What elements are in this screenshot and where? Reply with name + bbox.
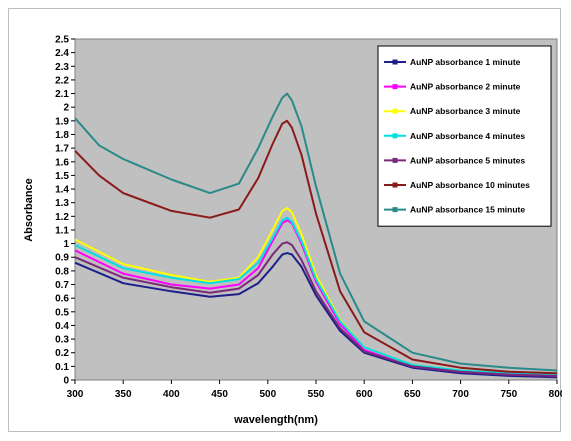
- series-line-4: [74, 216, 558, 376]
- series-line-5: [74, 241, 558, 377]
- x-tick-label: 350: [115, 389, 132, 400]
- legend-marker-5: [392, 157, 398, 163]
- legend-label-2: AuNP absorbance 2 minute: [410, 82, 521, 92]
- y-tick-label: 1.9: [55, 116, 69, 127]
- x-tick-label: 500: [259, 389, 276, 400]
- y-tick-label: 0.3: [55, 335, 69, 346]
- legend-marker-2: [392, 84, 398, 90]
- y-tick-label: 1.8: [55, 130, 69, 141]
- series-line-7: [74, 92, 558, 372]
- y-tick-label: 1.5: [55, 171, 69, 182]
- legend-marker-1: [392, 59, 398, 65]
- legend-marker-4: [392, 133, 398, 139]
- legend-label-7: AuNP absorbance 15 minute: [410, 205, 525, 215]
- y-tick-label: 1: [63, 239, 69, 250]
- y-tick-label: 2.4: [55, 48, 69, 59]
- y-tick-label: 2: [63, 103, 69, 114]
- legend-marker-7: [392, 207, 398, 213]
- chart-frame: 300 350 400 450 500 550 600 650 700 750 800 0 0.1 0.2…: [8, 8, 562, 432]
- legend-label-4: AuNP absorbance 4 minutes: [410, 131, 525, 141]
- y-tick-label: 0.6: [55, 294, 69, 305]
- legend-marker-3: [392, 108, 398, 114]
- y-tick-label: 0: [63, 376, 69, 387]
- x-tick-label: 600: [356, 389, 373, 400]
- series-line-6: [74, 119, 558, 375]
- x-axis-label: wavelength(nm): [233, 414, 318, 426]
- x-tick-label: 700: [452, 389, 469, 400]
- legend: [377, 45, 552, 227]
- y-tick-label: 2.2: [55, 75, 69, 86]
- y-tick-label: 1.2: [55, 212, 69, 223]
- y-tick-label: 0.5: [55, 307, 69, 318]
- y-tick-label: 1.3: [55, 198, 69, 209]
- legend-marker-6: [392, 182, 398, 188]
- x-tick-label: 400: [163, 389, 180, 400]
- legend-label-5: AuNP absorbance 5 minutes: [410, 155, 525, 165]
- y-tick-label: 0.1: [55, 362, 69, 373]
- y-tick-label: 0.2: [55, 348, 69, 359]
- y-axis-label: Absorbance: [23, 178, 35, 242]
- y-tick-label: 0.9: [55, 253, 69, 264]
- x-tick-label: 750: [500, 389, 517, 400]
- y-tick-label: 2.3: [55, 62, 69, 73]
- legend-label-3: AuNP absorbance 3 minute: [410, 106, 521, 116]
- series-line-1: [74, 252, 558, 379]
- x-tick-label: 300: [67, 389, 84, 400]
- y-tick-label: 1.7: [55, 144, 69, 155]
- absorbance-chart: 300 350 400 450 500 550 600 650 700 750 800 0 0.1 0.2…: [23, 35, 562, 427]
- y-tick-label: 1.6: [55, 157, 69, 168]
- y-tick-label: 2.5: [55, 35, 69, 46]
- y-tick-label: 1.4: [55, 185, 69, 196]
- y-tick-label: 2.1: [55, 89, 69, 100]
- legend-label-6: AuNP absorbance 10 minutes: [410, 180, 530, 190]
- y-tick-label: 1.1: [55, 225, 69, 236]
- x-tick-label: 650: [404, 389, 421, 400]
- legend-label-1: AuNP absorbance 1 minute: [410, 57, 521, 67]
- y-tick-label: 0.7: [55, 280, 69, 291]
- x-tick-label: 550: [308, 389, 325, 400]
- y-tick-label: 0.4: [55, 321, 69, 332]
- x-tick-label: 450: [211, 389, 228, 400]
- y-tick-label: 0.8: [55, 266, 69, 277]
- x-tick-label: 800: [549, 389, 562, 400]
